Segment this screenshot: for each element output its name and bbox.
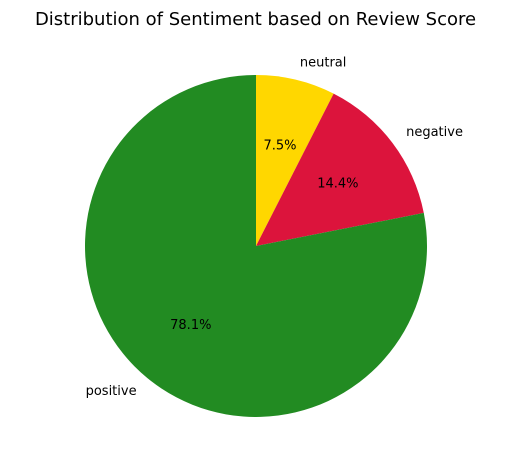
percent-label-neutral: 7.5% <box>263 139 296 154</box>
percent-label-positive: 78.1% <box>170 318 211 333</box>
slice-label-neutral: neutral <box>300 56 347 71</box>
pie-slice-negative <box>256 93 424 246</box>
percent-label-negative: 14.4% <box>317 177 358 192</box>
chart-title: Distribution of Sentiment based on Revie… <box>35 9 476 30</box>
slice-label-negative: negative <box>406 125 463 140</box>
pie-labels: neutral 7.5% negative 14.4% positive 78.1% <box>86 56 463 399</box>
slice-label-positive: positive <box>86 384 137 399</box>
pie-slice-positive <box>85 75 428 417</box>
pie-slice-neutral <box>256 75 334 246</box>
pie-slices <box>85 75 428 417</box>
